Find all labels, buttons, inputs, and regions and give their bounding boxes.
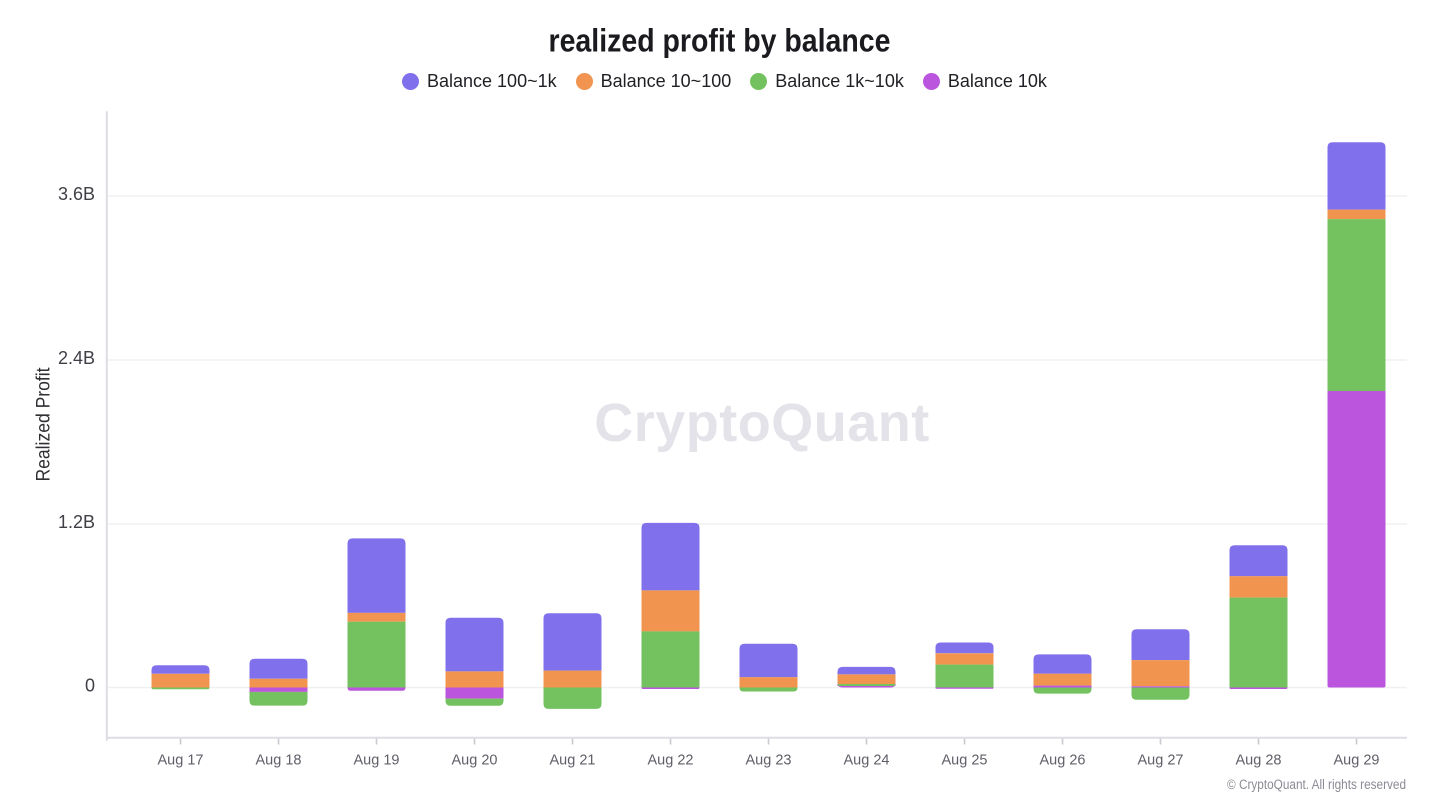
svg-text:Aug 23: Aug 23: [746, 752, 792, 768]
svg-text:Aug 22: Aug 22: [648, 752, 694, 768]
svg-text:Aug 25: Aug 25: [942, 752, 988, 768]
svg-text:realized profit by balance: realized profit by balance: [549, 23, 891, 59]
svg-text:Realized Profit: Realized Profit: [33, 367, 55, 482]
svg-text:CryptoQuant: CryptoQuant: [594, 393, 930, 453]
svg-text:Aug 21: Aug 21: [550, 752, 596, 768]
svg-text:Aug 17: Aug 17: [158, 752, 204, 768]
svg-text:0: 0: [85, 676, 95, 696]
svg-text:Aug 29: Aug 29: [1334, 752, 1380, 768]
svg-text:Aug 24: Aug 24: [844, 752, 890, 768]
svg-text:2.4B: 2.4B: [58, 348, 95, 368]
svg-text:3.6B: 3.6B: [58, 184, 95, 204]
svg-text:Aug 20: Aug 20: [452, 752, 498, 768]
svg-text:Aug 26: Aug 26: [1040, 752, 1086, 768]
svg-text:Aug 18: Aug 18: [256, 752, 302, 768]
svg-text:Aug 28: Aug 28: [1236, 752, 1282, 768]
svg-text:Aug 27: Aug 27: [1138, 752, 1184, 768]
svg-text:Aug 19: Aug 19: [354, 752, 400, 768]
svg-text:1.2B: 1.2B: [58, 512, 95, 532]
svg-text:© CryptoQuant. All rights rese: © CryptoQuant. All rights reserved: [1227, 777, 1406, 792]
